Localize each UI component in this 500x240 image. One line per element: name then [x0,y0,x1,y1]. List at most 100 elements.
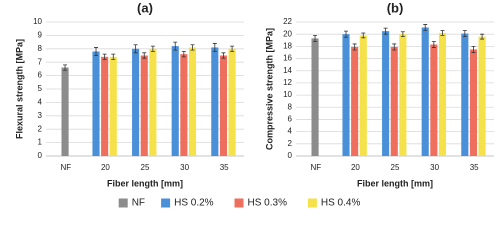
error-bar [383,27,388,35]
legend-swatch [161,198,171,208]
error-bar [111,53,116,60]
y-tick-label: 16 [283,54,292,63]
bar [180,54,188,156]
bar [109,56,117,157]
error-bar [212,43,217,52]
chart-title: (b) [387,0,404,15]
bar [140,55,148,156]
bar [438,32,447,156]
bar [132,48,140,156]
x-tick-label: NF [310,163,321,172]
bar [342,34,350,156]
y-tick-label: 2 [38,124,43,133]
legend-label: NF [132,198,145,209]
y-tick-label: 14 [283,66,292,75]
error-bar [344,30,349,38]
legend-label: HS 0.4% [321,198,361,209]
error-bar [142,52,147,59]
y-tick-label: 6 [288,115,293,124]
error-bar [313,35,318,42]
y-tick-label: 4 [38,98,43,107]
x-tick-label: 30 [430,163,439,172]
x-tick-label: 30 [180,163,189,172]
x-axis-label: Fiber length [mm] [107,178,183,188]
x-tick-label: 35 [220,163,229,172]
error-bar [63,64,68,71]
bar [390,46,398,156]
bar [101,56,109,157]
y-tick-label: 8 [288,102,293,111]
bar [399,34,407,156]
legend-label: HS 0.3% [248,198,288,209]
error-bar [190,44,195,51]
error-bar [102,53,107,60]
y-tick-label: 3 [38,111,43,120]
bar [92,51,100,157]
bar [469,49,478,157]
bar [171,46,179,157]
x-tick-label: NF [60,163,71,172]
error-bar [181,51,186,58]
x-tick-label: 25 [141,163,150,172]
y-tick-label: 4 [288,127,293,136]
y-axis-label: Compressive strength [MPa] [264,28,274,150]
y-tick-label: 12 [283,78,292,87]
error-bar [230,45,235,52]
bar [61,67,69,156]
error-bar [471,45,476,53]
error-bar [400,31,405,38]
bar [228,48,236,156]
bar [211,47,219,156]
y-tick-label: 2 [288,139,293,148]
x-tick-label: 25 [391,163,400,172]
error-bar [150,45,155,52]
y-tick-label: 0 [38,151,43,160]
x-axis-label: Fiber length [mm] [357,178,433,188]
bar [219,55,228,156]
y-axis-label: Flexural strength [MPa] [14,39,24,139]
bar [149,48,157,156]
y-tick-label: 5 [38,84,43,93]
y-tick-label: 0 [288,151,293,160]
bar [351,46,359,156]
legend-swatch [307,198,317,208]
error-bar [480,33,485,40]
y-tick-label: 22 [283,17,292,26]
error-bar [440,30,445,36]
chart-title: (a) [137,0,153,15]
y-tick-label: 10 [33,17,42,26]
bar [188,47,197,156]
x-tick-label: 35 [470,163,479,172]
y-tick-label: 1 [38,138,43,147]
y-tick-label: 10 [283,90,292,99]
error-bar [462,30,467,38]
y-tick-label: 20 [283,29,292,38]
error-bar [221,52,226,59]
x-tick-label: 20 [101,163,110,172]
error-bar [133,44,138,54]
bar [311,38,319,157]
error-bar [431,41,436,48]
y-tick-label: 8 [38,44,43,53]
bar [359,35,367,156]
x-tick-label: 20 [351,163,360,172]
legend-label: HS 0.2% [174,198,214,209]
error-bar [361,32,366,39]
error-bar [94,47,99,56]
bar [478,36,486,157]
bar [430,44,438,156]
legend-swatch [118,198,128,208]
bar [461,33,469,157]
error-bar [392,43,397,51]
y-tick-label: 7 [38,57,43,66]
legend-swatch [234,198,244,208]
bar [382,31,390,156]
error-bar [173,41,178,51]
y-tick-label: 6 [38,71,43,80]
y-tick-label: 9 [38,31,43,40]
y-tick-label: 18 [283,41,292,50]
bar [421,27,429,157]
error-bar [423,24,428,31]
error-bar [352,43,357,51]
